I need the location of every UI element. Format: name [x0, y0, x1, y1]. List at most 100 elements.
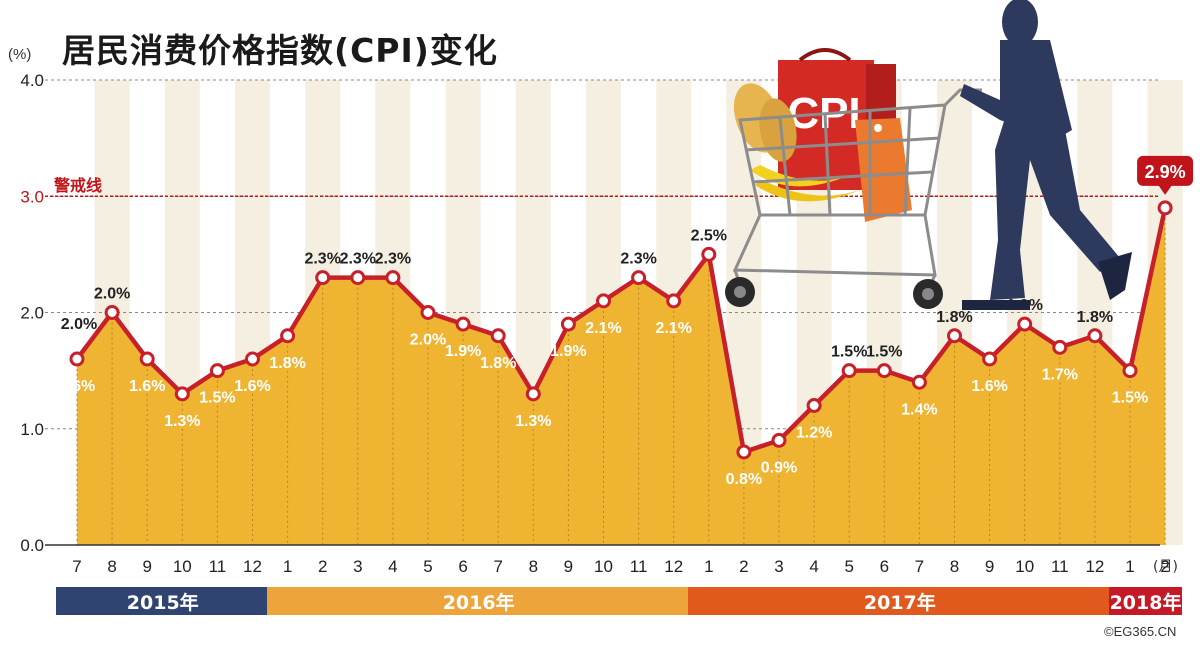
x-tick-label: 8	[950, 557, 959, 576]
x-tick-label: 1	[283, 557, 292, 576]
x-tick-label: 8	[107, 557, 116, 576]
data-label: 0.9%	[761, 459, 797, 476]
x-tick-label: 1	[704, 557, 713, 576]
x-tick-label: 9	[564, 557, 573, 576]
data-label: 2.9%	[1145, 162, 1186, 182]
x-tick-label: 9	[142, 557, 151, 576]
x-tick-label: 11	[1051, 557, 1069, 576]
shopping-illustration: CPI	[725, 0, 1132, 310]
data-point	[69, 351, 85, 367]
callout-pointer	[1158, 184, 1173, 195]
price-tag-icon	[855, 118, 912, 222]
data-point	[174, 386, 190, 402]
data-point	[876, 363, 892, 379]
x-tick-label: 2	[318, 557, 327, 576]
data-point	[806, 398, 822, 413]
year-bar: 2016年	[267, 587, 691, 615]
year-bar: 2015年	[56, 587, 270, 615]
x-tick-label: 12	[243, 557, 262, 576]
x-tick-label: 11	[630, 557, 648, 576]
data-point	[139, 351, 155, 367]
data-label: 1.7%	[1042, 366, 1078, 383]
alert-line-label: 警戒线	[54, 176, 103, 195]
y-tick-label: 2.0	[20, 304, 44, 323]
data-point	[560, 316, 576, 332]
data-point	[771, 432, 787, 448]
x-tick-label: 7	[915, 557, 924, 576]
data-point	[1052, 339, 1068, 355]
year-bar: 2018年	[1109, 587, 1182, 615]
data-point	[947, 328, 962, 344]
x-tick-label: 9	[985, 557, 994, 576]
data-point	[1087, 328, 1103, 344]
data-label: 1.8%	[480, 355, 516, 372]
data-label: 2.0%	[410, 332, 446, 349]
x-tick-label: 4	[388, 557, 397, 576]
x-tick-label: 11	[209, 557, 227, 576]
x-tick-label: 8	[529, 557, 538, 576]
person-silhouette-icon	[960, 0, 1132, 310]
data-point	[1157, 200, 1173, 216]
data-label: 1.9%	[550, 343, 586, 360]
data-label: 1.3%	[515, 413, 551, 430]
data-label: 1.8%	[936, 309, 972, 326]
data-label: 2.0%	[61, 316, 97, 333]
data-label: 1.2%	[796, 425, 832, 442]
copyright: ©EG365.CN	[1104, 624, 1177, 639]
data-point	[104, 305, 120, 320]
x-tick-label: 12	[1085, 557, 1104, 576]
data-label: 2.1%	[655, 320, 691, 337]
x-tick-label: 12	[664, 557, 683, 576]
data-label: 1.8%	[1077, 309, 1113, 326]
data-label: 0.8%	[726, 471, 762, 488]
data-label: 1.3%	[164, 413, 200, 430]
x-tick-label: 10	[173, 557, 192, 576]
data-point	[1122, 363, 1138, 379]
x-tick-label: 2	[1160, 557, 1169, 576]
data-point	[631, 270, 647, 286]
x-tick-label: 3	[353, 557, 362, 576]
data-label: 1.5%	[1112, 390, 1148, 407]
data-point	[420, 305, 436, 320]
data-label: 1.5%	[831, 344, 867, 361]
data-label: 2.3%	[375, 251, 411, 268]
x-tick-label: 6	[880, 557, 889, 576]
data-label: 2.1%	[585, 320, 621, 337]
y-tick-label: 0.0	[20, 536, 44, 555]
callout-box	[1137, 155, 1194, 186]
x-tick-label: 10	[594, 557, 613, 576]
y-tick-label: 3.0	[20, 187, 44, 206]
x-tick-label: 5	[423, 557, 432, 576]
x-tick-label: 5	[844, 557, 853, 576]
data-point	[315, 270, 331, 286]
x-tick-label: 10	[1015, 557, 1034, 576]
y-axis-unit: (%)	[8, 46, 32, 63]
data-point	[350, 270, 366, 286]
data-point	[280, 328, 296, 344]
data-point	[245, 351, 260, 367]
data-label: 1.6%	[129, 378, 165, 395]
data-label: 1.9%	[445, 343, 481, 360]
data-point	[701, 246, 717, 262]
data-point	[209, 363, 225, 379]
data-label: 1.4%	[901, 401, 937, 418]
data-point	[841, 363, 857, 379]
x-tick-label: 7	[493, 557, 502, 576]
data-point	[736, 444, 752, 460]
year-bar: 2017年	[688, 587, 1112, 615]
data-label: 2.5%	[691, 227, 727, 244]
data-point	[666, 293, 682, 309]
data-point	[1017, 316, 1033, 332]
data-point	[982, 351, 998, 367]
x-tick-label: 2	[739, 557, 748, 576]
data-label: 1.6%	[234, 378, 270, 395]
data-label: 2.3%	[620, 251, 656, 268]
data-point	[490, 328, 506, 344]
chart-title: 居民消费价格指数(CPI)变化	[62, 31, 498, 70]
y-tick-label: 1.0	[20, 420, 44, 439]
x-tick-label: 3	[774, 557, 783, 576]
x-tick-label: 1	[1125, 557, 1134, 576]
data-point	[911, 374, 927, 390]
